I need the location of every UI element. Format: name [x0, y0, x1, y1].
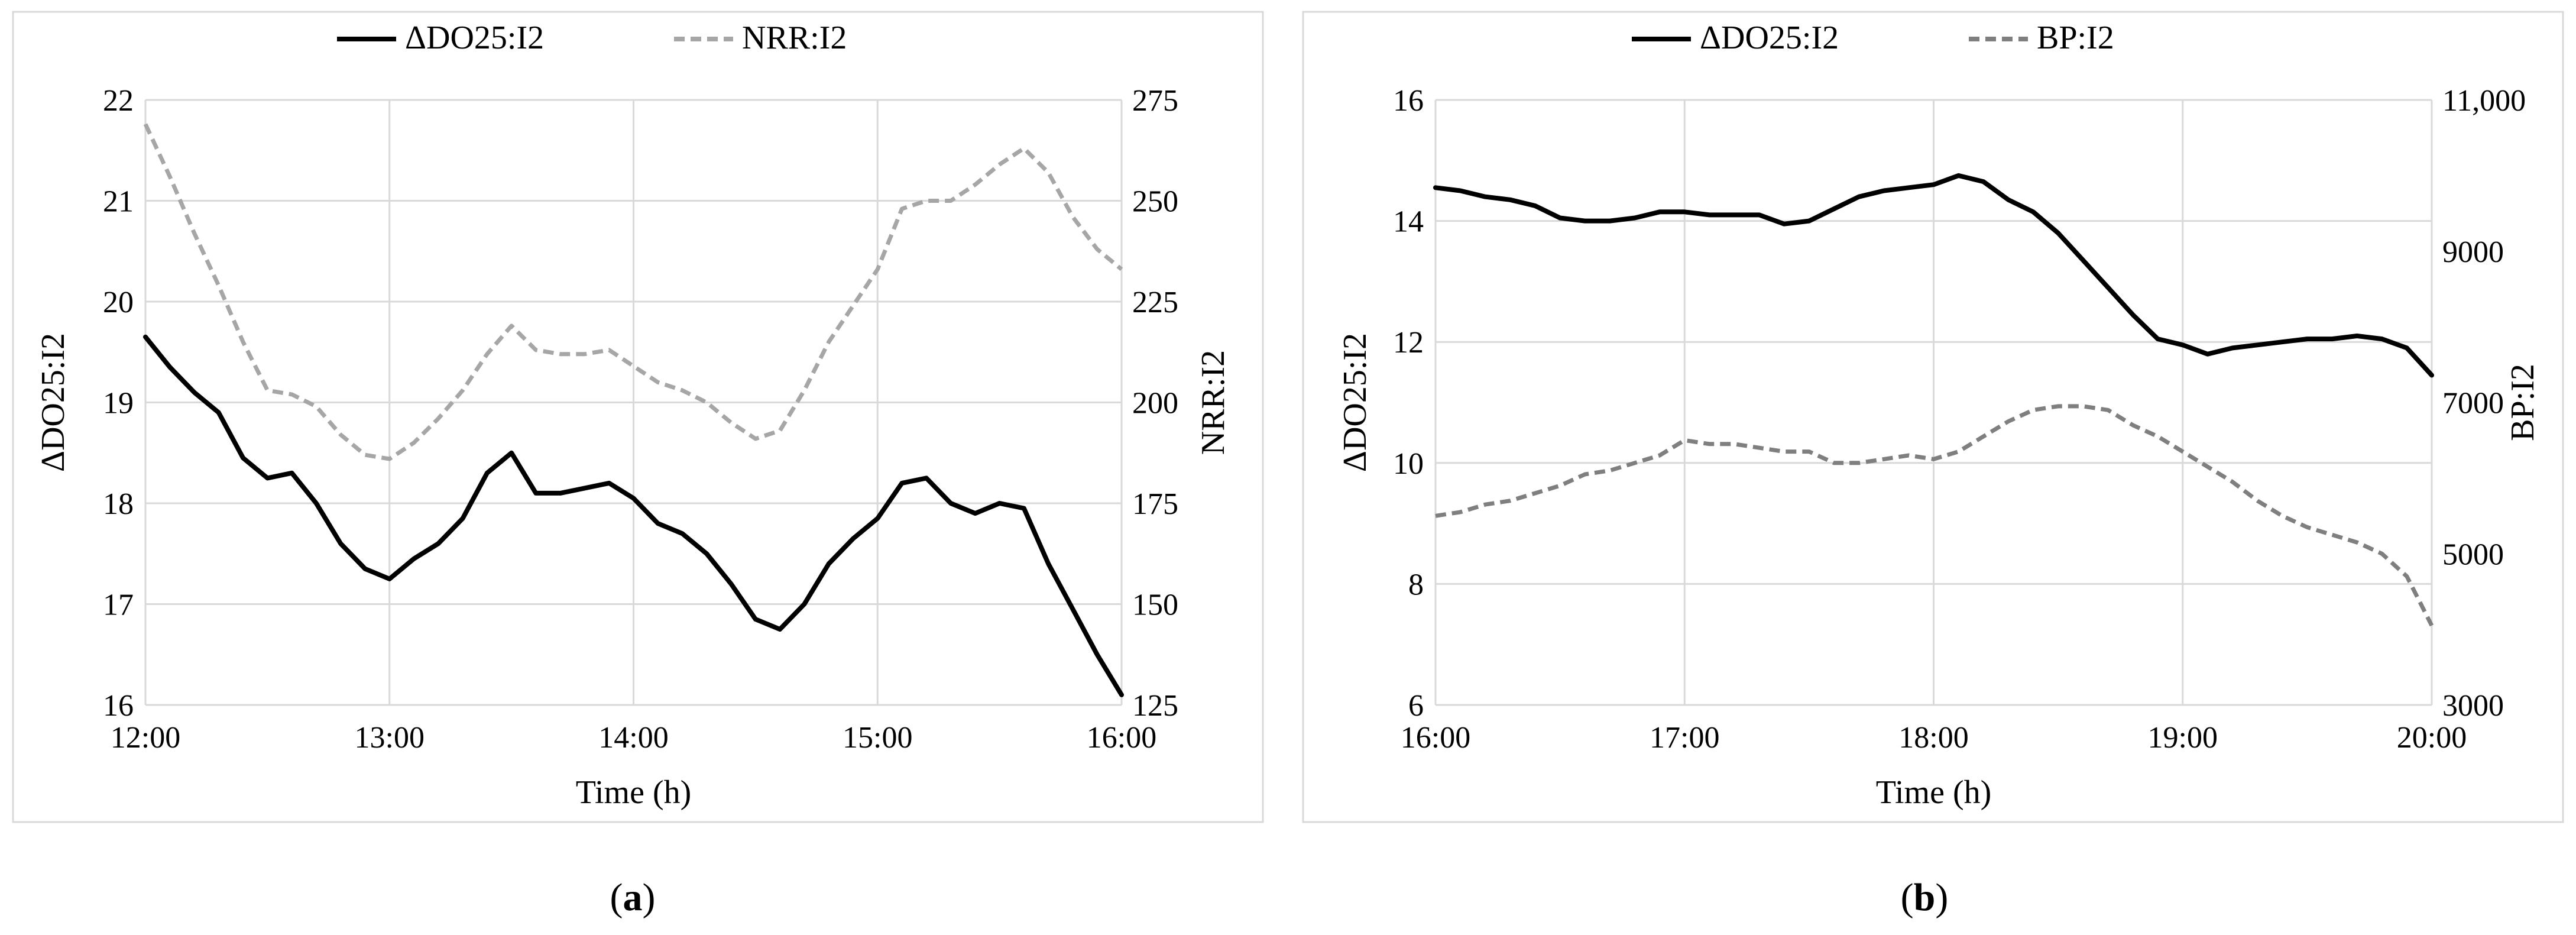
x-tick-label: 16:00 [1401, 721, 1470, 755]
y-tick-left: 16 [1393, 84, 1424, 118]
legend: ΔDO25:I2 NRR:I2 [337, 20, 847, 56]
series-line-secondary [1435, 404, 2434, 627]
y-tick-right: 175 [1132, 487, 1178, 521]
y-axis-title-right: BP:I2 [2504, 364, 2541, 441]
x-axis-title: Time (h) [1876, 774, 1992, 811]
y-tick-left: 12 [1393, 326, 1424, 360]
y-tick-left: 19 [103, 387, 134, 420]
x-tick-label: 12:00 [111, 721, 180, 755]
y-tick-right: 9000 [2442, 235, 2504, 269]
x-tick-label: 16:00 [1087, 721, 1156, 755]
x-tick-label: 15:00 [843, 721, 912, 755]
y-tick-right: 225 [1132, 286, 1178, 319]
series-line-primary [1433, 173, 2434, 378]
x-tick-label: 19:00 [2148, 721, 2218, 755]
y-tick-left: 21 [103, 185, 134, 219]
y-tick-left: 8 [1408, 568, 1424, 601]
caption-a: (a) [610, 876, 656, 919]
x-tick-label: 18:00 [1898, 721, 1968, 755]
y-tick-right: 3000 [2442, 689, 2504, 723]
x-tick-label: 17:00 [1650, 721, 1719, 755]
x-tick-label: 13:00 [355, 721, 425, 755]
y-axis-title-left: ΔDO25:I2 [1337, 333, 1373, 472]
y-tick-right: 200 [1132, 387, 1178, 420]
legend-label: ΔDO25:I2 [405, 20, 544, 56]
y-tick-left: 14 [1393, 205, 1424, 239]
y-tick-left: 22 [103, 84, 134, 118]
chart-frame [12, 11, 1264, 823]
y-tick-right: 150 [1132, 588, 1178, 622]
y-tick-right: 250 [1132, 185, 1178, 219]
y-tick-right: 125 [1132, 689, 1178, 723]
x-axis-title: Time (h) [576, 774, 692, 811]
y-tick-left: 17 [103, 588, 134, 622]
legend-label: ΔDO25:I2 [1700, 20, 1839, 56]
y-tick-right: 7000 [2442, 387, 2504, 420]
y-tick-left: 18 [103, 487, 134, 521]
y-tick-left: 16 [103, 689, 134, 723]
x-tick-label: 20:00 [2397, 721, 2467, 755]
y-axis-title-left: ΔDO25:I2 [35, 333, 72, 472]
y-tick-right: 275 [1132, 84, 1178, 118]
x-tick-label: 14:00 [598, 721, 668, 755]
y-tick-right: 5000 [2442, 538, 2504, 571]
series-line-primary [143, 334, 1124, 697]
series-line-secondary [143, 123, 1123, 461]
legend-label: NRR:I2 [742, 20, 847, 56]
y-tick-left: 6 [1408, 689, 1424, 723]
y-axis-title-right: NRR:I2 [1195, 350, 1232, 455]
y-tick-left: 20 [103, 286, 134, 319]
y-tick-left: 10 [1393, 447, 1424, 481]
legend-label: BP:I2 [2037, 20, 2114, 56]
caption-b: (b) [1900, 876, 1949, 919]
y-tick-right: 11,000 [2442, 84, 2526, 118]
legend: ΔDO25:I2 BP:I2 [1632, 20, 2114, 56]
